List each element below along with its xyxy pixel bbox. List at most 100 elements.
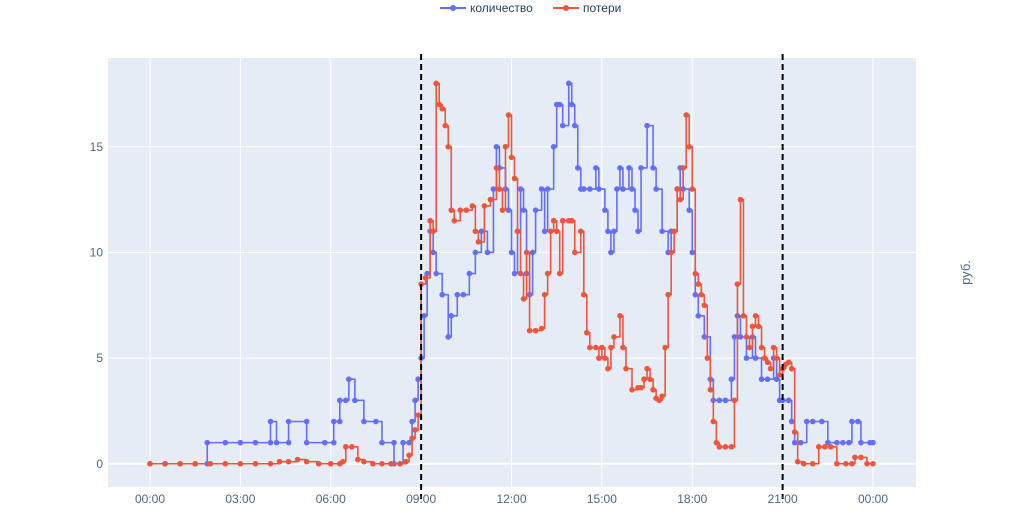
series-marker <box>493 143 500 150</box>
series-marker <box>822 444 828 450</box>
series-marker <box>638 165 644 171</box>
series-marker <box>629 386 635 393</box>
series-marker <box>336 397 343 404</box>
series-marker <box>870 439 876 446</box>
series-marker <box>689 186 696 192</box>
series-marker <box>412 427 418 433</box>
legend-swatch-series-2 <box>553 5 579 11</box>
series-marker <box>526 327 533 334</box>
series-marker <box>343 397 349 404</box>
series-marker <box>776 372 783 378</box>
series-marker <box>608 344 614 351</box>
series-marker <box>749 323 756 330</box>
series-marker <box>834 439 840 446</box>
series-marker <box>544 186 551 192</box>
series-marker <box>659 228 665 235</box>
series-marker <box>303 439 310 446</box>
series-marker <box>764 359 771 366</box>
series-marker <box>671 228 677 235</box>
series-marker <box>267 418 274 425</box>
series-marker <box>330 418 337 425</box>
series-marker <box>445 334 452 340</box>
series-marker <box>517 186 524 192</box>
series-marker <box>406 439 412 446</box>
series-marker <box>794 458 801 465</box>
series-marker <box>511 175 518 182</box>
series-marker <box>602 207 608 213</box>
series-marker <box>508 249 515 256</box>
legend-item-series-1[interactable]: количество <box>440 1 533 15</box>
series-marker <box>701 334 708 340</box>
series-marker <box>571 122 578 129</box>
series-marker <box>520 296 527 302</box>
series-marker <box>587 186 593 192</box>
series-marker <box>773 376 780 383</box>
series-marker <box>870 460 876 467</box>
x-gridlines <box>149 58 874 487</box>
x-tick-label: 18:00 <box>677 492 707 506</box>
series-marker <box>773 355 780 361</box>
series-marker <box>602 355 608 361</box>
series-marker <box>731 397 738 404</box>
series-marker <box>502 143 509 150</box>
series-marker <box>695 281 702 287</box>
series-marker <box>556 101 563 108</box>
series-marker <box>617 313 623 319</box>
series-marker <box>565 80 572 87</box>
series-marker <box>436 101 443 108</box>
series-marker <box>388 460 394 467</box>
series-marker <box>511 270 518 277</box>
series-marker <box>650 386 656 393</box>
series-marker <box>541 291 548 298</box>
series-marker <box>731 334 738 340</box>
series-marker <box>336 418 343 425</box>
series-marker <box>303 458 310 465</box>
series-marker <box>505 112 512 118</box>
series-marker <box>415 412 421 418</box>
series-marker <box>788 365 795 372</box>
series-marker <box>770 344 777 351</box>
series-marker <box>472 249 479 256</box>
series-1 <box>147 80 876 467</box>
series-marker <box>276 458 283 465</box>
series-marker <box>662 344 668 351</box>
series-marker <box>620 344 626 351</box>
series-marker <box>758 376 765 383</box>
legend-item-series-2[interactable]: потери <box>553 1 621 15</box>
series-marker <box>858 454 864 461</box>
series-marker <box>523 249 530 256</box>
series-marker <box>285 439 292 446</box>
series-marker <box>252 439 259 446</box>
series-marker <box>686 207 693 213</box>
series-marker <box>412 397 418 404</box>
series-marker <box>330 439 337 446</box>
series-marker <box>285 458 292 465</box>
series-marker <box>858 439 864 446</box>
series-marker <box>445 143 452 150</box>
series-marker <box>849 418 855 425</box>
series-marker <box>355 456 361 463</box>
series-marker <box>722 397 729 404</box>
x-tick-label: 15:00 <box>587 492 617 506</box>
series-marker <box>665 291 671 298</box>
series-marker <box>571 249 578 256</box>
series-marker <box>478 228 485 235</box>
series-marker <box>361 418 367 425</box>
series-marker <box>653 186 659 192</box>
series-marker <box>611 334 617 340</box>
y-tick-label: 10 <box>90 245 104 259</box>
series-marker <box>689 249 696 256</box>
series-marker <box>834 460 840 467</box>
series-marker <box>475 239 482 245</box>
series-marker <box>743 355 750 361</box>
series-marker <box>448 207 455 213</box>
series-marker <box>451 217 458 224</box>
series-marker <box>797 439 804 446</box>
series-marker <box>752 313 759 319</box>
series-marker <box>704 355 711 361</box>
series-marker <box>638 384 644 391</box>
series-marker <box>779 397 786 404</box>
series-marker <box>644 365 650 372</box>
series-marker <box>520 207 527 213</box>
series-marker <box>641 376 647 383</box>
